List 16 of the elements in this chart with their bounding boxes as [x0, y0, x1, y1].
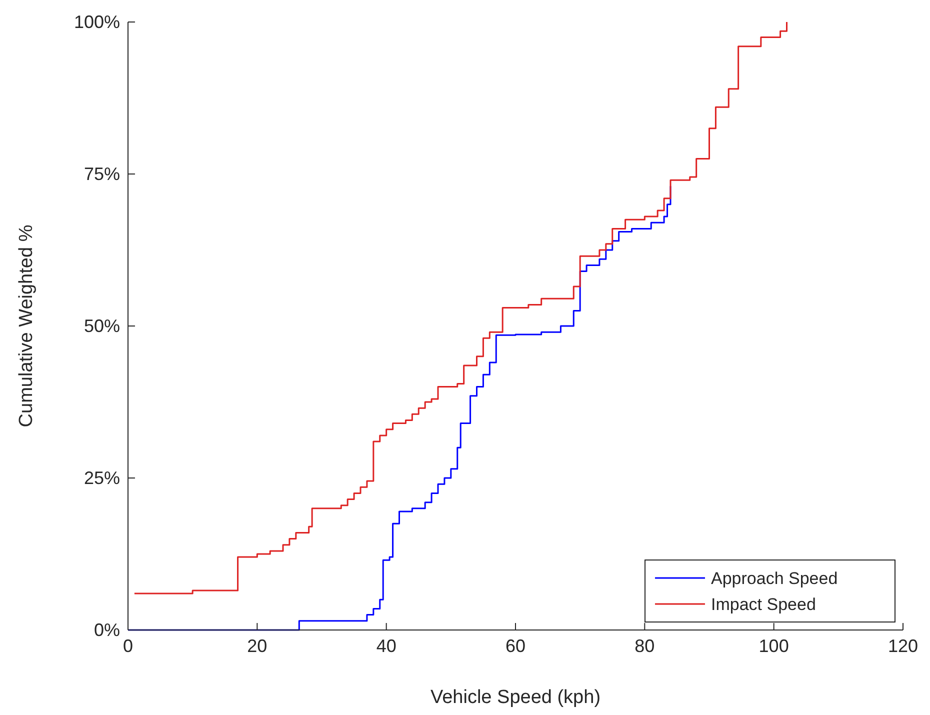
x-tick-label: 40	[376, 636, 396, 656]
x-tick-label: 0	[122, 636, 134, 656]
x-tick-label: 60	[505, 636, 526, 656]
y-tick-label: 25%	[84, 468, 120, 488]
x-axis-title: Vehicle Speed (kph)	[430, 687, 601, 708]
y-tick-label: 100%	[74, 12, 120, 32]
legend-label: Impact Speed	[711, 595, 816, 614]
y-tick-label: 0%	[94, 620, 120, 640]
x-tick-label: 80	[634, 636, 655, 656]
x-tick-label: 20	[247, 636, 268, 656]
legend-label: Approach Speed	[711, 569, 838, 588]
x-tick-label: 120	[888, 636, 918, 656]
y-tick-label: 50%	[84, 316, 120, 336]
y-tick-label: 75%	[84, 164, 120, 184]
x-tick-label: 100	[758, 636, 789, 656]
y-axis-title: Cumulative Weighted %	[16, 224, 37, 428]
